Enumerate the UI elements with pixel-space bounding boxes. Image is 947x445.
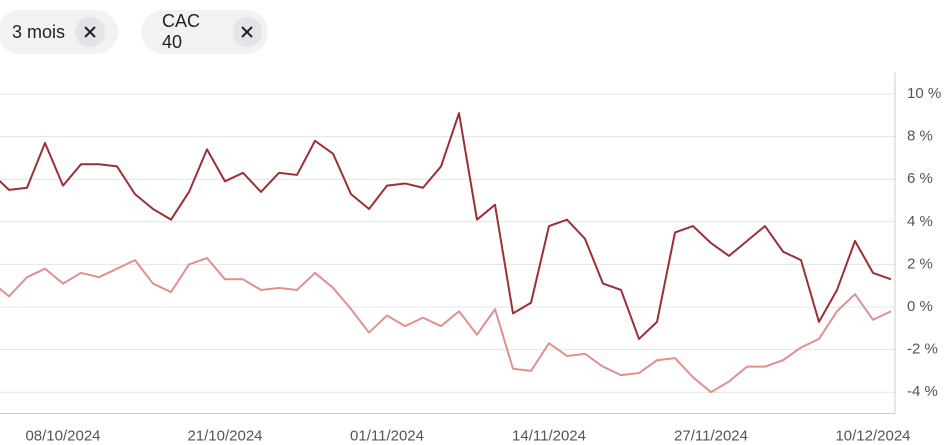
- y-tick-label: 2 %: [907, 255, 933, 272]
- filter-chip[interactable]: 3 mois: [0, 10, 118, 54]
- x-tick-label: 21/10/2024: [187, 427, 262, 444]
- y-tick-label: 4 %: [907, 213, 933, 230]
- y-tick-label: -4 %: [907, 383, 938, 400]
- y-tick-label: -2 %: [907, 341, 938, 358]
- close-button[interactable]: [75, 17, 106, 47]
- x-tick-label: 27/11/2024: [674, 427, 748, 444]
- close-icon: [84, 26, 96, 38]
- y-tick-label: 0 %: [907, 298, 933, 315]
- data-line: [0, 112, 892, 340]
- x-tick-label: 01/11/2024: [350, 427, 424, 444]
- x-tick-label: 08/10/2024: [25, 427, 100, 444]
- x-tick-label: 10/12/2024: [835, 427, 910, 444]
- close-icon: [241, 26, 254, 38]
- x-tick-label: 14/11/2024: [512, 427, 586, 444]
- chip-label: 3 mois: [12, 21, 66, 42]
- close-button[interactable]: [232, 17, 262, 47]
- y-tick-label: 10 %: [907, 85, 941, 102]
- filter-chip[interactable]: CAC 40: [141, 10, 268, 54]
- chip-label: CAC 40: [162, 11, 201, 52]
- data-line: [0, 257, 892, 394]
- y-tick-label: 8 %: [907, 128, 933, 145]
- y-tick-label: 6 %: [907, 170, 933, 187]
